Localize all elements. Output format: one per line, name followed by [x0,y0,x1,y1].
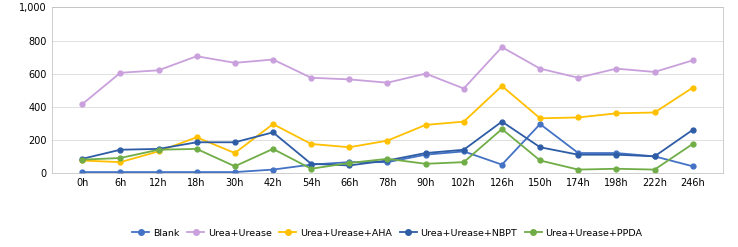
Line: Urea+Urease: Urea+Urease [80,45,695,107]
Blank [77,171,86,174]
Urea+Urease+NBPT [574,153,583,156]
Blank [536,123,545,125]
Urea+Urease+PPDA [497,127,506,130]
Urea+Urease [650,70,659,73]
Urea+Urease+AHA [383,139,392,142]
Urea+Urease+AHA [421,124,430,126]
Blank [421,153,430,156]
Blank [689,165,697,168]
Line: Urea+Urease+PPDA: Urea+Urease+PPDA [80,127,695,172]
Urea+Urease [421,72,430,75]
Urea+Urease+NBPT [307,162,316,165]
Urea+Urease+PPDA [116,157,125,160]
Blank [269,168,277,171]
Blank [230,171,239,174]
Blank [459,150,468,153]
Urea+Urease [192,55,201,58]
Urea+Urease+NBPT [459,148,468,151]
Urea+Urease+AHA [77,159,86,162]
Urea+Urease+NBPT [154,147,163,150]
Urea+Urease+NBPT [383,159,392,162]
Urea+Urease+PPDA [77,158,86,161]
Urea+Urease+NBPT [230,141,239,144]
Urea+Urease+AHA [192,136,201,139]
Urea+Urease+AHA [459,120,468,123]
Blank [116,171,125,174]
Urea+Urease+PPDA [192,147,201,150]
Line: Urea+Urease+AHA: Urea+Urease+AHA [80,83,695,165]
Urea+Urease [77,103,86,106]
Urea+Urease+AHA [689,86,697,89]
Blank [345,161,354,164]
Urea+Urease+AHA [536,117,545,120]
Blank [650,155,659,158]
Urea+Urease [230,61,239,64]
Blank [497,163,506,166]
Blank [192,171,201,174]
Urea+Urease+PPDA [269,147,277,150]
Line: Urea+Urease+NBPT: Urea+Urease+NBPT [80,119,695,168]
Urea+Urease [307,76,316,79]
Legend: Blank, Urea+Urease, Urea+Urease+AHA, Urea+Urease+NBPT, Urea+Urease+PPDA: Blank, Urea+Urease, Urea+Urease+AHA, Ure… [132,229,643,238]
Urea+Urease+AHA [307,143,316,145]
Urea+Urease+NBPT [116,148,125,151]
Urea+Urease [459,87,468,90]
Urea+Urease [154,69,163,72]
Urea+Urease+NBPT [192,141,201,144]
Urea+Urease+NBPT [345,164,354,167]
Urea+Urease [689,59,697,62]
Urea+Urease [345,78,354,81]
Urea+Urease+PPDA [421,162,430,165]
Urea+Urease+PPDA [689,143,697,145]
Urea+Urease+AHA [497,84,506,87]
Line: Blank: Blank [80,122,695,174]
Urea+Urease+AHA [345,146,354,149]
Urea+Urease [574,76,583,79]
Urea+Urease+AHA [612,112,621,115]
Urea+Urease [612,67,621,70]
Urea+Urease+AHA [230,152,239,155]
Urea+Urease [383,81,392,84]
Blank [307,163,316,166]
Urea+Urease+NBPT [269,131,277,134]
Urea+Urease+NBPT [689,128,697,131]
Urea+Urease+PPDA [383,157,392,160]
Urea+Urease+AHA [269,123,277,125]
Urea+Urease+PPDA [612,167,621,170]
Urea+Urease+AHA [650,111,659,114]
Urea+Urease+PPDA [650,168,659,171]
Urea+Urease+AHA [574,116,583,119]
Urea+Urease+NBPT [421,152,430,155]
Urea+Urease+NBPT [612,153,621,156]
Blank [574,152,583,155]
Urea+Urease+PPDA [574,168,583,171]
Blank [154,171,163,174]
Urea+Urease+NBPT [77,157,86,160]
Blank [383,161,392,164]
Urea+Urease+NBPT [497,120,506,123]
Urea+Urease+PPDA [230,165,239,168]
Urea+Urease+PPDA [307,167,316,170]
Urea+Urease [497,46,506,49]
Urea+Urease+AHA [154,150,163,153]
Urea+Urease+NBPT [650,155,659,158]
Urea+Urease+NBPT [536,146,545,149]
Urea+Urease+PPDA [154,148,163,151]
Urea+Urease [269,58,277,61]
Blank [612,152,621,155]
Urea+Urease+PPDA [459,161,468,164]
Urea+Urease+PPDA [345,162,354,165]
Urea+Urease [536,67,545,70]
Urea+Urease+AHA [116,161,125,164]
Urea+Urease+PPDA [536,159,545,162]
Urea+Urease [116,71,125,74]
